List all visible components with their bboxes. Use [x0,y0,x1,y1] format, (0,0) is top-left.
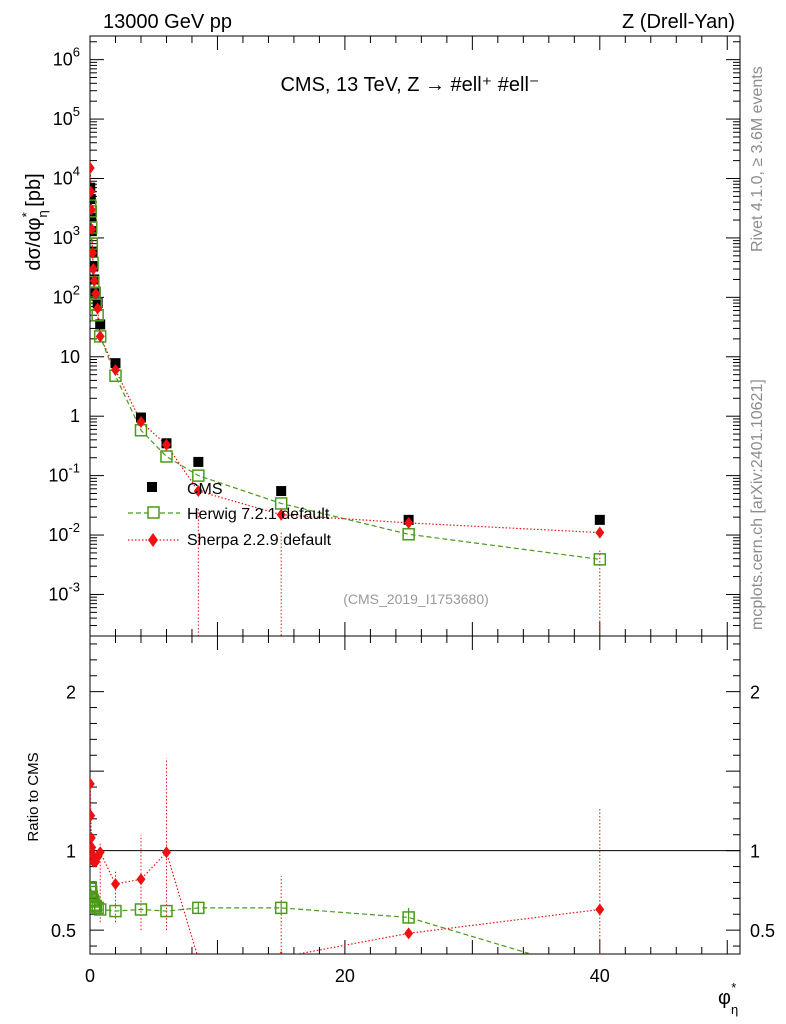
x-tick-label: 0 [85,966,95,986]
sherpa-point [95,330,105,343]
sherpa-point [161,438,171,451]
sherpa-ratio-point [197,952,200,954]
ratio-tick-label: 2 [66,683,76,703]
cms-point [90,194,96,205]
cms-point [193,456,204,467]
ratio-series [90,758,605,954]
y-tick-label: 105 [53,104,80,129]
sherpa-ratio-point [110,878,120,891]
sherpa-point [90,162,95,175]
sherpa-ratio-point [161,846,171,859]
sherpa-point [276,508,286,521]
herwig-ratio-point [160,904,173,918]
sherpa-point [595,526,605,539]
legend-cms-marker [147,482,157,492]
sherpa-point [110,363,120,376]
herwig-point [593,553,607,566]
header-right: Z (Drell-Yan) [622,11,735,33]
y-tick-label: 106 [53,45,80,70]
sherpa-point [193,485,203,498]
cms-point [594,514,605,525]
sherpa-point [90,223,97,236]
rivet-label: Rivet 4.1.0, ≥ 3.6M events [749,66,766,252]
sherpa-ratio-point [90,777,95,790]
herwig-ratio-point [90,900,102,913]
mcplots-label: mcplots.cern.ch [arXiv:2401.10621] [749,379,766,630]
herwig-point [90,286,101,299]
y-tick-label: 102 [53,282,80,307]
herwig-ratio-point [134,903,148,916]
y-tick-label: 104 [53,163,80,188]
cms-point [95,319,106,330]
sherpa-point [93,302,103,315]
legend: CMS Herwig 7.2.1 default Sherpa 2.2.9 de… [128,481,332,549]
herwig-ratio-point [192,901,205,915]
ratio-tick-label-right: 0.5 [750,921,775,941]
legend-sherpa-label: Sherpa 2.2.9 default [187,532,332,549]
ratio-axes: 0 20 40 0.5 0.5 1 1 2 2 [51,643,775,986]
herwig-ratio-line [90,887,533,954]
sherpa-point [90,203,96,216]
ratio-tick-label-right: 2 [750,683,760,703]
herwig-point [192,469,205,482]
sherpa-ratio-point [95,846,105,859]
ratio-tick-label: 1 [66,842,76,862]
main-panel: CMS, 13 TeV, Z → #ell⁺ #ell⁻ (CMS_2019_I… [19,35,741,954]
header-left: 13000 GeV pp [103,11,232,33]
cms-point [90,182,96,193]
y-tick-label: 10-2 [48,520,80,545]
y-tick-label: 10 [60,347,80,367]
y-tick-label: 10-1 [48,461,80,486]
herwig-ratio-point [109,904,122,918]
sherpa-point [90,262,98,275]
cms-point [276,486,287,497]
main-series [90,162,607,636]
y-tick-label: 10-3 [48,579,80,604]
sherpa-point [90,185,96,198]
herwig-point [160,450,173,463]
herwig-ratio-point [93,903,107,916]
ratio-panel: Ratio to CMS 0 20 40 0.5 0.5 1 1 2 2 [25,635,775,986]
x-tick-label: 20 [335,966,355,986]
herwig-ratio-point [402,911,415,924]
sherpa-ratio-point [404,927,414,940]
sherpa-point [91,287,101,300]
sherpa-ratio-point [90,831,96,844]
sherpa-point [136,415,146,428]
sherpa-ratio-point [595,903,605,916]
y-axis-label-ratio: Ratio to CMS [25,752,42,841]
sherpa-point [90,246,98,259]
ratio-tick-label: 0.5 [51,921,76,941]
cms-point [110,358,121,369]
herwig-line [90,205,600,560]
sherpa-point [404,516,414,529]
sherpa-point [90,274,99,287]
x-tick-label: 40 [590,966,610,986]
analysis-id: (CMS_2019_I1753680) [343,591,489,607]
legend-sherpa-marker [148,533,158,547]
y-tick-label: 1 [70,406,80,426]
main-axes: 10-3 10-2 10-1 1 10 102 103 104 105 106 [48,36,740,954]
legend-herwig-marker [147,506,160,519]
sherpa-ratio-point [90,841,97,854]
y-axis-label-main: dσ/dφη* [pb] [19,173,50,270]
sherpa-ratio-point [136,873,146,886]
ratio-tick-label-right: 1 [750,842,760,862]
legend-cms-label: CMS [187,481,223,498]
herwig-ratio-point [91,901,104,915]
legend-herwig-label: Herwig 7.2.1 default [187,506,330,523]
y-tick-label: 103 [53,223,80,248]
chart-title: CMS, 13 TeV, Z → #ell⁺ #ell⁻ [280,74,539,96]
sherpa-line [90,168,600,534]
sherpa-ratio-point [279,951,284,954]
sherpa-ratio-point [90,809,96,822]
ratio-frame [89,635,741,955]
x-axis-label: φη* [718,980,738,1017]
herwig-ratio-point [274,901,288,915]
